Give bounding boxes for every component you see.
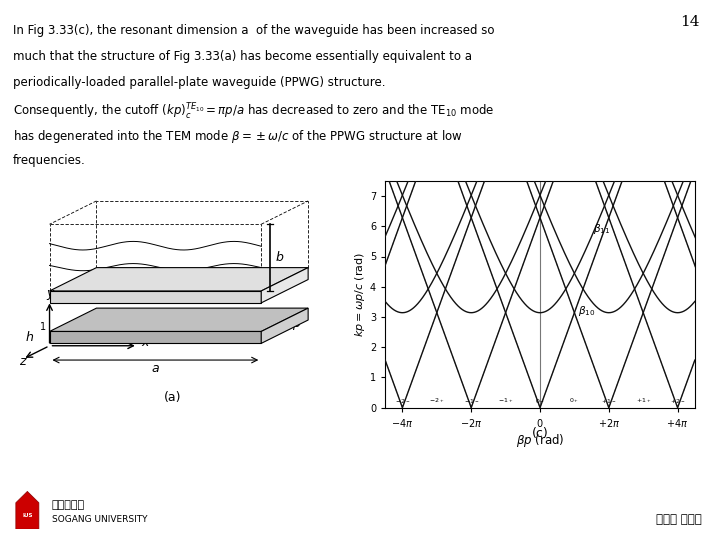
Text: frequencies.: frequencies. — [13, 154, 86, 167]
Text: $-2_+$: $-2_+$ — [429, 396, 444, 406]
Text: x: x — [141, 336, 148, 349]
Polygon shape — [50, 291, 261, 303]
Text: $\beta_{10}$: $\beta_{10}$ — [578, 304, 595, 318]
Polygon shape — [50, 308, 308, 332]
Polygon shape — [16, 491, 39, 529]
Text: Consequently, the cutoff $(kp)_c^{TE_{10}} = \pi p / a$ has decreased to zero an: Consequently, the cutoff $(kp)_c^{TE_{10… — [13, 102, 494, 122]
Text: $-1_-$: $-1_-$ — [464, 398, 479, 406]
Text: 1: 1 — [40, 322, 46, 332]
Text: 서강대학교: 서강대학교 — [52, 500, 85, 510]
Text: 14: 14 — [680, 15, 700, 29]
Text: p: p — [292, 317, 300, 330]
Text: 전자파 연구실: 전자파 연구실 — [656, 513, 702, 526]
Text: a: a — [152, 362, 159, 375]
Y-axis label: $kp = \omega p/c$ (rad): $kp = \omega p/c$ (rad) — [353, 252, 367, 337]
X-axis label: $\beta p$ (rad): $\beta p$ (rad) — [516, 431, 564, 449]
Text: b: b — [275, 251, 283, 264]
Text: $+2_-$: $+2_-$ — [670, 398, 685, 406]
Polygon shape — [50, 332, 261, 343]
Text: (a): (a) — [164, 390, 181, 403]
Text: periodically-loaded parallel-plate waveguide (PPWG) structure.: periodically-loaded parallel-plate waveg… — [13, 76, 385, 89]
Text: has degenerated into the TEM mode $\beta = \pm\omega/c$ of the PPWG structure at: has degenerated into the TEM mode $\beta… — [13, 128, 463, 145]
Text: $-2_-$: $-2_-$ — [395, 398, 410, 406]
Polygon shape — [50, 268, 308, 291]
Text: $0_+$: $0_+$ — [570, 396, 580, 406]
Text: $\beta_{11}$: $\beta_{11}$ — [593, 222, 611, 237]
Text: In Fig 3.33(c), the resonant dimension a  of the waveguide has been increased so: In Fig 3.33(c), the resonant dimension a… — [13, 24, 495, 37]
Text: z: z — [19, 355, 26, 368]
Text: $-1_+$: $-1_+$ — [498, 396, 513, 406]
Polygon shape — [261, 268, 308, 303]
Text: h: h — [26, 331, 34, 344]
Polygon shape — [261, 308, 308, 343]
Text: $0_-$: $0_-$ — [535, 398, 545, 406]
Text: y: y — [46, 287, 53, 300]
Text: IUS: IUS — [22, 514, 32, 518]
Text: much that the structure of Fig 3.33(a) has become essentially equivalent to a: much that the structure of Fig 3.33(a) h… — [13, 50, 472, 63]
Text: SOGANG UNIVERSITY: SOGANG UNIVERSITY — [52, 515, 148, 524]
Text: $+1_-$: $+1_-$ — [601, 398, 616, 406]
Text: $+1_+$: $+1_+$ — [636, 396, 651, 406]
Text: (c): (c) — [531, 427, 549, 440]
